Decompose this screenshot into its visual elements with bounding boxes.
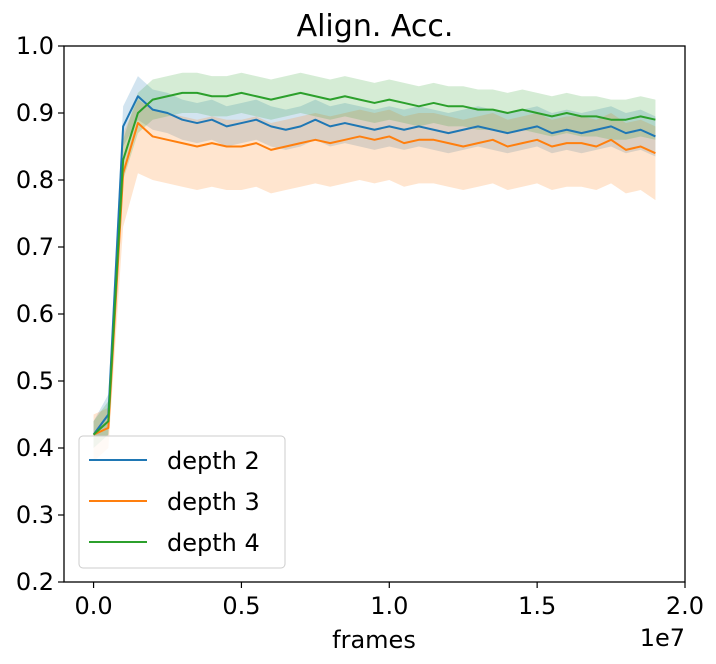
y-tick-label: 0.5 [16, 367, 54, 395]
line-series-3 [92, 91, 656, 436]
y-axis-ticks: 0.2 0.3 0.4 0.5 0.6 0.7 0.8 0.9 1.0 [16, 32, 64, 596]
band-series-2 [93, 99, 656, 462]
legend-box [78, 435, 286, 569]
legend-label-series-3: depth 4 [167, 529, 260, 557]
x-tick-label: 2.0 [666, 592, 704, 620]
y-tick-label: 0.7 [16, 233, 54, 261]
x-tick-label: 0.0 [74, 592, 112, 620]
x-tick-label: 1.5 [518, 592, 556, 620]
confidence-bands [93, 72, 656, 462]
chart-title: Align. Acc. [297, 9, 454, 44]
legend-label-series-2: depth 3 [167, 488, 260, 516]
x-tick-label: 1.0 [370, 592, 408, 620]
legend: depth 2 depth 3 depth 4 [78, 435, 286, 569]
band-series-3 [93, 72, 656, 449]
legend-items: depth 2 depth 3 depth 4 [89, 447, 260, 557]
y-tick-label: 0.3 [16, 501, 54, 529]
band-series-1 [93, 76, 656, 449]
y-tick-label: 0.8 [16, 166, 54, 194]
y-tick-label: 0.2 [16, 568, 54, 596]
series-lines [92, 91, 656, 436]
y-tick-label: 1.0 [16, 32, 54, 60]
y-tick-label: 0.4 [16, 434, 54, 462]
line-series-2 [93, 122, 656, 436]
y-tick-label: 0.6 [16, 300, 54, 328]
line-series-1 [92, 95, 656, 436]
y-tick-label: 0.9 [16, 99, 54, 127]
x-axis-ticks: 0.0 0.5 1.0 1.5 2.0 [74, 582, 704, 620]
legend-label-series-1: depth 2 [167, 447, 260, 475]
x-axis-offset-text: 1e7 [640, 624, 685, 652]
x-tick-label: 0.5 [222, 592, 260, 620]
x-axis-label: frames [332, 626, 416, 654]
